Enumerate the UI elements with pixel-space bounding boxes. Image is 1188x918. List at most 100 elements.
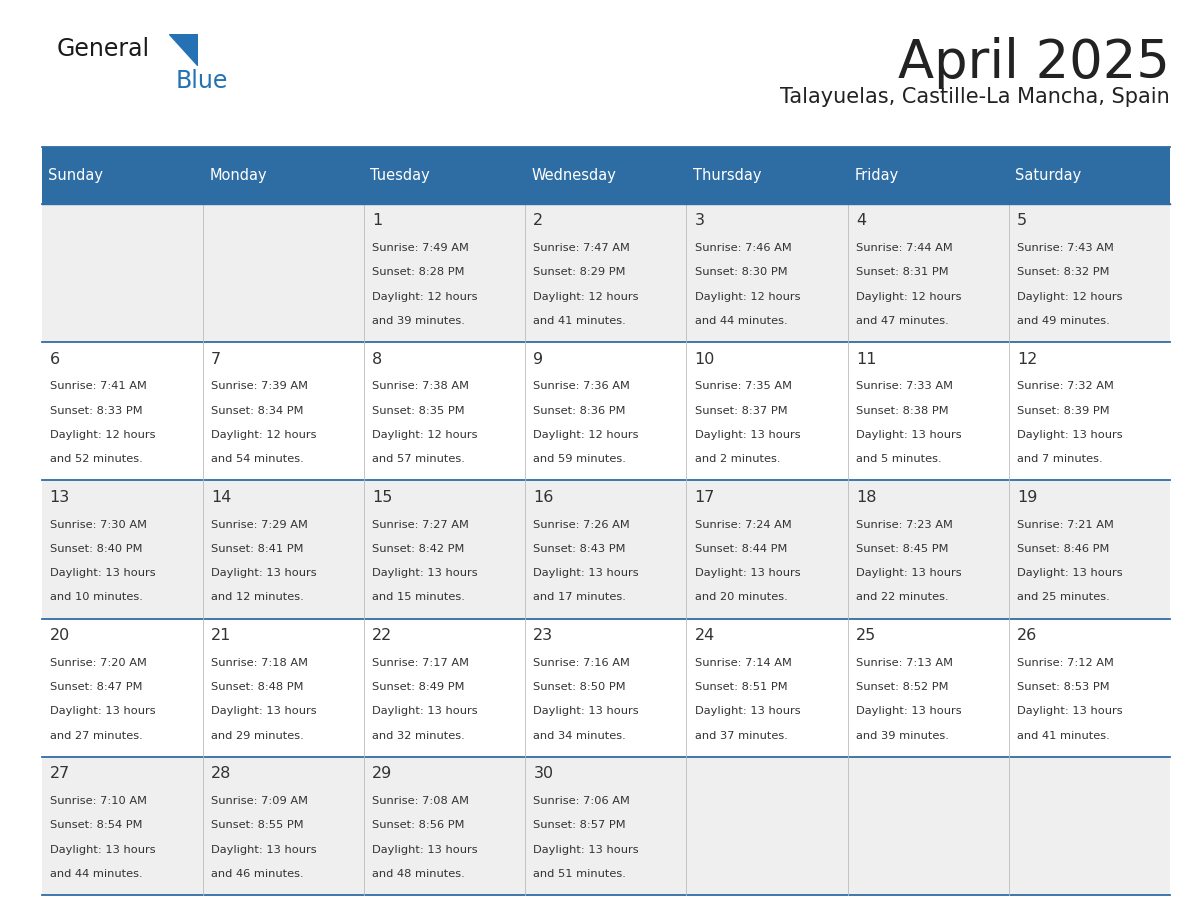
Text: Daylight: 13 hours: Daylight: 13 hours [855, 568, 961, 578]
Text: 5: 5 [1017, 214, 1028, 229]
Text: Sunset: 8:51 PM: Sunset: 8:51 PM [695, 682, 788, 692]
Text: Sunset: 8:48 PM: Sunset: 8:48 PM [210, 682, 303, 692]
Text: and 39 minutes.: and 39 minutes. [372, 316, 465, 326]
Text: Daylight: 12 hours: Daylight: 12 hours [50, 430, 156, 440]
Text: Sunset: 8:37 PM: Sunset: 8:37 PM [695, 406, 788, 416]
Text: Sunset: 8:28 PM: Sunset: 8:28 PM [372, 267, 465, 277]
Text: and 57 minutes.: and 57 minutes. [372, 454, 465, 464]
Text: Sunset: 8:35 PM: Sunset: 8:35 PM [372, 406, 465, 416]
Text: Sunset: 8:39 PM: Sunset: 8:39 PM [1017, 406, 1110, 416]
Text: Sunrise: 7:29 AM: Sunrise: 7:29 AM [210, 520, 308, 530]
Text: and 41 minutes.: and 41 minutes. [1017, 731, 1110, 741]
Text: 24: 24 [695, 628, 715, 644]
Text: Sunrise: 7:10 AM: Sunrise: 7:10 AM [50, 796, 146, 806]
Text: 2: 2 [533, 214, 543, 229]
Polygon shape [169, 34, 198, 66]
Text: Sunset: 8:47 PM: Sunset: 8:47 PM [50, 682, 143, 692]
Text: Sunset: 8:43 PM: Sunset: 8:43 PM [533, 543, 626, 554]
Text: Sunset: 8:49 PM: Sunset: 8:49 PM [372, 682, 465, 692]
Text: 14: 14 [210, 490, 232, 505]
Text: Sunrise: 7:18 AM: Sunrise: 7:18 AM [210, 658, 308, 668]
Text: 16: 16 [533, 490, 554, 505]
Text: General: General [57, 37, 150, 61]
Text: 7: 7 [210, 352, 221, 366]
Text: Daylight: 12 hours: Daylight: 12 hours [372, 292, 478, 302]
Text: Daylight: 13 hours: Daylight: 13 hours [695, 706, 801, 716]
Text: Daylight: 13 hours: Daylight: 13 hours [533, 845, 639, 855]
Text: 13: 13 [50, 490, 70, 505]
Text: 18: 18 [855, 490, 877, 505]
Text: 22: 22 [372, 628, 392, 644]
Text: Daylight: 12 hours: Daylight: 12 hours [1017, 292, 1123, 302]
Text: 4: 4 [855, 214, 866, 229]
Text: and 27 minutes.: and 27 minutes. [50, 731, 143, 741]
Text: and 17 minutes.: and 17 minutes. [533, 592, 626, 602]
Text: 10: 10 [695, 352, 715, 366]
Text: Daylight: 13 hours: Daylight: 13 hours [533, 568, 639, 578]
Text: 27: 27 [50, 767, 70, 781]
Text: Sunset: 8:56 PM: Sunset: 8:56 PM [372, 821, 465, 831]
Text: Tuesday: Tuesday [371, 168, 430, 183]
Text: Sunrise: 7:16 AM: Sunrise: 7:16 AM [533, 658, 630, 668]
Text: Daylight: 13 hours: Daylight: 13 hours [1017, 706, 1123, 716]
Text: Sunset: 8:53 PM: Sunset: 8:53 PM [1017, 682, 1110, 692]
Text: Sunset: 8:41 PM: Sunset: 8:41 PM [210, 543, 303, 554]
Text: and 48 minutes.: and 48 minutes. [372, 868, 465, 879]
Text: Wednesday: Wednesday [532, 168, 617, 183]
Text: and 49 minutes.: and 49 minutes. [1017, 316, 1110, 326]
Text: Sunrise: 7:24 AM: Sunrise: 7:24 AM [695, 520, 791, 530]
Text: and 29 minutes.: and 29 minutes. [210, 731, 304, 741]
Text: Sunrise: 7:06 AM: Sunrise: 7:06 AM [533, 796, 630, 806]
Text: Sunset: 8:54 PM: Sunset: 8:54 PM [50, 821, 143, 831]
Text: and 10 minutes.: and 10 minutes. [50, 592, 143, 602]
Text: and 12 minutes.: and 12 minutes. [210, 592, 304, 602]
Text: Sunset: 8:32 PM: Sunset: 8:32 PM [1017, 267, 1110, 277]
Text: Daylight: 13 hours: Daylight: 13 hours [1017, 430, 1123, 440]
Text: Friday: Friday [854, 168, 898, 183]
Text: 11: 11 [855, 352, 877, 366]
Text: Sunrise: 7:08 AM: Sunrise: 7:08 AM [372, 796, 469, 806]
Text: Sunrise: 7:27 AM: Sunrise: 7:27 AM [372, 520, 469, 530]
Text: Sunrise: 7:36 AM: Sunrise: 7:36 AM [533, 382, 630, 391]
Text: and 52 minutes.: and 52 minutes. [50, 454, 143, 464]
Text: and 41 minutes.: and 41 minutes. [533, 316, 626, 326]
Text: Blue: Blue [176, 69, 228, 93]
Text: Sunset: 8:38 PM: Sunset: 8:38 PM [855, 406, 948, 416]
Text: Sunset: 8:57 PM: Sunset: 8:57 PM [533, 821, 626, 831]
Text: Daylight: 13 hours: Daylight: 13 hours [372, 845, 478, 855]
Text: Daylight: 13 hours: Daylight: 13 hours [695, 430, 801, 440]
Text: Sunset: 8:31 PM: Sunset: 8:31 PM [855, 267, 948, 277]
Text: Sunrise: 7:35 AM: Sunrise: 7:35 AM [695, 382, 791, 391]
Text: Daylight: 13 hours: Daylight: 13 hours [372, 706, 478, 716]
Text: Daylight: 13 hours: Daylight: 13 hours [210, 845, 316, 855]
Text: Daylight: 12 hours: Daylight: 12 hours [855, 292, 961, 302]
Text: and 5 minutes.: and 5 minutes. [855, 454, 941, 464]
Text: 6: 6 [50, 352, 59, 366]
Text: Sunset: 8:44 PM: Sunset: 8:44 PM [695, 543, 786, 554]
Text: 20: 20 [50, 628, 70, 644]
Text: Thursday: Thursday [693, 168, 762, 183]
Text: Monday: Monday [209, 168, 267, 183]
Text: and 54 minutes.: and 54 minutes. [210, 454, 304, 464]
Text: Daylight: 12 hours: Daylight: 12 hours [533, 292, 639, 302]
Text: Daylight: 12 hours: Daylight: 12 hours [695, 292, 800, 302]
Text: Daylight: 13 hours: Daylight: 13 hours [695, 568, 801, 578]
Text: Sunset: 8:50 PM: Sunset: 8:50 PM [533, 682, 626, 692]
Text: Daylight: 13 hours: Daylight: 13 hours [372, 568, 478, 578]
Text: 25: 25 [855, 628, 876, 644]
Text: Sunset: 8:45 PM: Sunset: 8:45 PM [855, 543, 948, 554]
Text: Sunset: 8:42 PM: Sunset: 8:42 PM [372, 543, 465, 554]
Text: Sunrise: 7:47 AM: Sunrise: 7:47 AM [533, 243, 630, 253]
Text: and 20 minutes.: and 20 minutes. [695, 592, 788, 602]
Text: 8: 8 [372, 352, 383, 366]
Text: Daylight: 13 hours: Daylight: 13 hours [1017, 568, 1123, 578]
Text: 9: 9 [533, 352, 543, 366]
Text: April 2025: April 2025 [898, 37, 1170, 89]
Text: 19: 19 [1017, 490, 1037, 505]
Text: and 44 minutes.: and 44 minutes. [50, 868, 143, 879]
Text: and 7 minutes.: and 7 minutes. [1017, 454, 1102, 464]
Text: and 32 minutes.: and 32 minutes. [372, 731, 465, 741]
Text: 21: 21 [210, 628, 232, 644]
Text: Daylight: 13 hours: Daylight: 13 hours [50, 845, 156, 855]
Text: Sunrise: 7:23 AM: Sunrise: 7:23 AM [855, 520, 953, 530]
